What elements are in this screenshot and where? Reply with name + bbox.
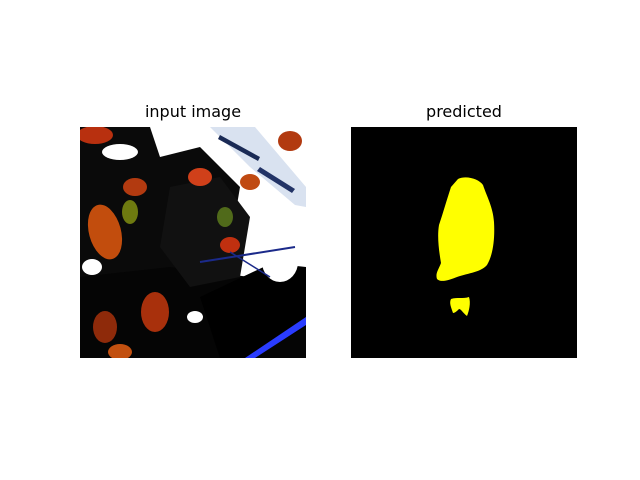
predicted-mask: [351, 127, 577, 358]
predicted-mask-panel: [351, 127, 577, 358]
input-image-title: input image: [144, 102, 242, 121]
mask-region-main: [436, 177, 495, 281]
input-image-panel: [80, 127, 306, 358]
predicted-title: predicted: [426, 102, 502, 121]
input-photo: [80, 127, 306, 358]
mask-region-small: [450, 297, 470, 316]
